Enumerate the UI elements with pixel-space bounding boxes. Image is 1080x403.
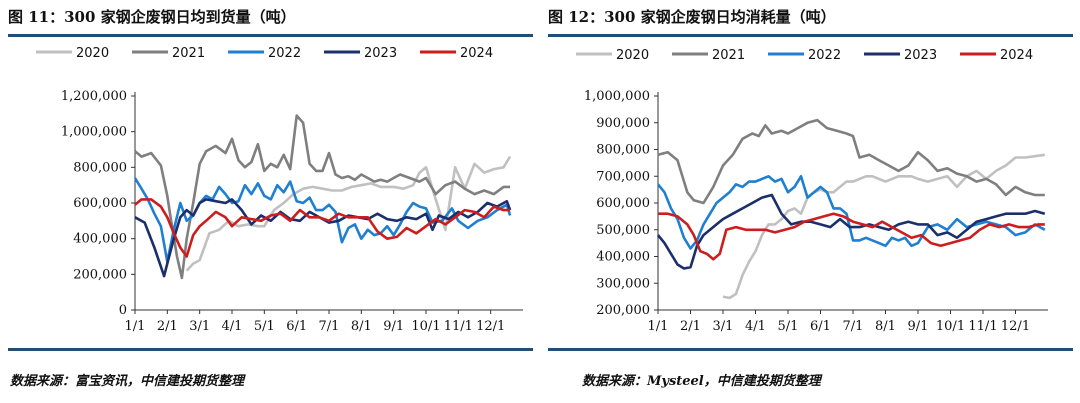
y-tick-label: 200,000 <box>73 267 127 282</box>
y-tick-label: 300,000 <box>596 276 650 291</box>
x-tick-label: 12/1 <box>476 319 505 334</box>
x-tick-label: 8/1 <box>875 319 896 334</box>
x-tick-label: 9/1 <box>908 319 929 334</box>
y-tick-label: 1,200,000 <box>61 89 127 104</box>
bottom-rule <box>548 348 1073 351</box>
y-tick-label: 800,000 <box>596 143 650 158</box>
top-rule <box>548 34 1073 37</box>
y-tick-label: 600,000 <box>73 196 127 211</box>
x-tick-label: 10/1 <box>411 319 440 334</box>
x-tick-label: 2/1 <box>680 319 701 334</box>
x-tick-label: 3/1 <box>189 319 210 334</box>
chart-title: 图 12：300 家钢企废钢日均消耗量（吨） <box>548 8 836 26</box>
series-line-2023 <box>134 198 512 278</box>
x-tick-label: 7/1 <box>319 319 340 334</box>
y-tick-label: 0 <box>119 303 127 318</box>
legend-label-2022: 2022 <box>268 46 301 61</box>
x-tick-label: 6/1 <box>286 319 307 334</box>
legend-label-2023: 2023 <box>904 48 937 63</box>
y-tick-label: 200,000 <box>596 303 650 318</box>
legend-label-2021: 2021 <box>172 46 205 61</box>
series-line-2024 <box>134 198 511 258</box>
x-tick-label: 8/1 <box>351 319 372 334</box>
x-tick-label: 9/1 <box>383 319 404 334</box>
source-note: 数据来源：富宝资讯，中信建投期货整理 <box>10 374 245 389</box>
x-tick-label: 5/1 <box>254 319 275 334</box>
x-tick-label: 4/1 <box>222 319 243 334</box>
series-line-2020 <box>722 153 1045 300</box>
y-tick-label: 900,000 <box>596 116 650 131</box>
legend-label-2020: 2020 <box>76 46 109 61</box>
series-line-2022 <box>656 175 1046 250</box>
x-tick-label: 4/1 <box>745 319 766 334</box>
legend-label-2024: 2024 <box>460 46 493 61</box>
series-line-2021 <box>657 118 1045 205</box>
legend-label-2022: 2022 <box>808 48 841 63</box>
series-line-2020 <box>185 155 512 272</box>
y-tick-label: 800,000 <box>73 160 127 175</box>
arrivals-line-chart: 2020 2021 2022 2023 2024 0 200,000 400,000 600,0… <box>36 46 523 334</box>
y-tick-label: 600,000 <box>596 196 650 211</box>
x-tick-label: 11/1 <box>444 319 473 334</box>
legend-label-2024: 2024 <box>1000 48 1033 63</box>
x-tick-label: 1/1 <box>125 319 146 334</box>
y-tick-label: 700,000 <box>596 169 650 184</box>
series-line-2021 <box>134 114 511 280</box>
source-note: 数据来源：Mysteel，中信建投期货整理 <box>582 374 821 389</box>
x-tick-label: 11/1 <box>968 319 997 334</box>
chart-panel-consumption: 图 12：300 家钢企废钢日均消耗量（吨） 2020 2021 2022 2023 2… <box>548 0 1073 360</box>
legend-label-2023: 2023 <box>364 46 397 61</box>
consumption-line-chart: 2020 2021 2022 2023 2024 200,000 300,000 400,00… <box>576 48 1048 334</box>
x-tick-label: 6/1 <box>810 319 831 334</box>
x-tick-label: 10/1 <box>936 319 965 334</box>
y-tick-label: 500,000 <box>596 223 650 238</box>
x-tick-label: 1/1 <box>648 319 669 334</box>
bottom-rule <box>8 348 533 351</box>
x-tick-label: 7/1 <box>843 319 864 334</box>
y-tick-label: 400,000 <box>73 232 127 247</box>
y-tick-label: 400,000 <box>596 250 650 265</box>
x-tick-label: 12/1 <box>1001 319 1030 334</box>
legend-label-2020: 2020 <box>616 48 649 63</box>
chart-panel-arrivals: 图 11：300 家钢企废钢日均到货量（吨） 2020 2021 2022 2023 2… <box>8 0 533 360</box>
chart-title: 图 11：300 家钢企废钢日均到货量（吨） <box>8 8 296 26</box>
legend-label-2021: 2021 <box>712 48 745 63</box>
top-rule <box>8 34 533 37</box>
y-tick-label: 1,000,000 <box>584 89 650 104</box>
y-tick-label: 1,000,000 <box>61 125 127 140</box>
x-tick-label: 3/1 <box>713 319 734 334</box>
series-line-2024 <box>658 212 1045 261</box>
x-tick-label: 5/1 <box>778 319 799 334</box>
series-line-2023 <box>656 193 1046 270</box>
x-tick-label: 2/1 <box>157 319 178 334</box>
